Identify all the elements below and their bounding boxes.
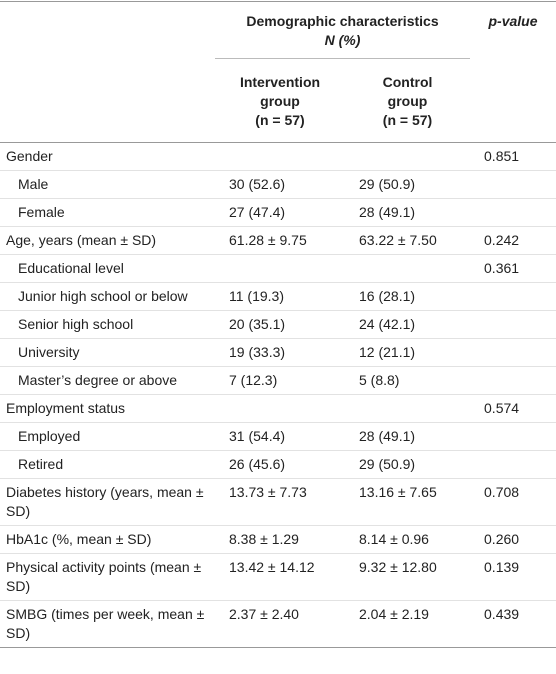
row-label: Senior high school xyxy=(0,310,215,339)
cell: 8.14 ± 0.96 xyxy=(345,525,471,554)
table-row: SMBG (times per week, mean ± SD) 2.37 ± 2… xyxy=(0,600,556,648)
p-value: 0.361 xyxy=(470,254,556,283)
p-value xyxy=(470,170,556,199)
table-row: Retired 26 (45.6) 29 (50.9) xyxy=(0,450,556,479)
row-label: Diabetes history (years, mean ± SD) xyxy=(0,478,215,526)
cell: 2.37 ± 2.40 xyxy=(215,600,345,648)
cell xyxy=(345,142,471,171)
row-label: Master’s degree or above xyxy=(0,366,215,395)
p-value: 0.851 xyxy=(470,142,556,171)
cell xyxy=(215,394,345,423)
cell: 28 (49.1) xyxy=(345,198,471,227)
table-row: Educational level 0.361 xyxy=(0,254,556,283)
cell: 13.42 ± 14.12 xyxy=(215,553,345,601)
row-label: University xyxy=(0,338,215,367)
cell: 61.28 ± 9.75 xyxy=(215,226,345,255)
p-value xyxy=(470,450,556,479)
header-text: Intervention xyxy=(239,74,321,90)
cell: 20 (35.1) xyxy=(215,310,345,339)
cell: 5 (8.8) xyxy=(345,366,471,395)
p-value xyxy=(470,310,556,339)
table-row: Employment status 0.574 xyxy=(0,394,556,423)
cell: 8.38 ± 1.29 xyxy=(215,525,345,554)
cell: 26 (45.6) xyxy=(215,450,345,479)
header-text: Demographic characteristics xyxy=(246,13,439,29)
cell: 31 (54.4) xyxy=(215,422,345,451)
table-row: Diabetes history (years, mean ± SD) 13.73… xyxy=(0,478,556,526)
p-value xyxy=(470,198,556,227)
table-row: Physical activity points (mean ± SD) 13.4… xyxy=(0,553,556,601)
table-row: Employed 31 (54.4) 28 (49.1) xyxy=(0,422,556,451)
cell xyxy=(345,254,471,283)
header-text: N (%) xyxy=(324,32,361,48)
header-text: (n = 57) xyxy=(382,112,433,128)
table-row: Male 30 (52.6) 29 (50.9) xyxy=(0,170,556,199)
cell: 29 (50.9) xyxy=(345,450,471,479)
p-value: 0.574 xyxy=(470,394,556,423)
cell: 28 (49.1) xyxy=(345,422,471,451)
cell: 16 (28.1) xyxy=(345,282,471,311)
p-value: 0.439 xyxy=(470,600,556,648)
row-label: Age, years (mean ± SD) xyxy=(0,226,215,255)
empty-header xyxy=(0,2,215,143)
table-row: University 19 (33.3) 12 (21.1) xyxy=(0,338,556,367)
cell: 11 (19.3) xyxy=(215,282,345,311)
row-label: Junior high school or below xyxy=(0,282,215,311)
row-label: Female xyxy=(0,198,215,227)
table-row: Gender 0.851 xyxy=(0,142,556,171)
row-label: Gender xyxy=(0,142,215,171)
cell: 2.04 ± 2.19 xyxy=(345,600,471,648)
header-text: Control xyxy=(382,74,433,90)
cell xyxy=(345,394,471,423)
cell: 13.73 ± 7.73 xyxy=(215,478,345,526)
cell: 30 (52.6) xyxy=(215,170,345,199)
cell: 7 (12.3) xyxy=(215,366,345,395)
row-label: Educational level xyxy=(0,254,215,283)
table-row: Master’s degree or above 7 (12.3) 5 (8.8) xyxy=(0,366,556,395)
cell: 12 (21.1) xyxy=(345,338,471,367)
table-header: Demographic characteristics N (%) p-valu… xyxy=(0,1,556,143)
table-row: Senior high school 20 (35.1) 24 (42.1) xyxy=(0,310,556,339)
row-label: HbA1c (%, mean ± SD) xyxy=(0,525,215,554)
row-label: Employment status xyxy=(0,394,215,423)
table-row: Female 27 (47.4) 28 (49.1) xyxy=(0,198,556,227)
data-table: Demographic characteristics N (%) p-valu… xyxy=(0,1,556,648)
row-label: Retired xyxy=(0,450,215,479)
row-label: Male xyxy=(0,170,215,199)
p-value: 0.242 xyxy=(470,226,556,255)
p-value xyxy=(470,366,556,395)
cell xyxy=(215,254,345,283)
p-value xyxy=(470,338,556,367)
header-text: group xyxy=(260,93,300,109)
p-value-header: p-value xyxy=(488,13,538,29)
header-text: group xyxy=(387,93,428,109)
table-row: HbA1c (%, mean ± SD) 8.38 ± 1.29 8.14 ± 0.… xyxy=(0,525,556,554)
p-value xyxy=(470,282,556,311)
p-value: 0.708 xyxy=(470,478,556,526)
cell xyxy=(215,142,345,171)
row-label: Physical activity points (mean ± SD) xyxy=(0,553,215,601)
p-value: 0.260 xyxy=(470,525,556,554)
row-label: SMBG (times per week, mean ± SD) xyxy=(0,600,215,648)
p-value: 0.139 xyxy=(470,553,556,601)
cell: 27 (47.4) xyxy=(215,198,345,227)
table-row: Age, years (mean ± SD) 61.28 ± 9.75 63.22 … xyxy=(0,226,556,255)
cell: 63.22 ± 7.50 xyxy=(345,226,471,255)
table-row: Junior high school or below 11 (19.3) 16 (… xyxy=(0,282,556,311)
row-label: Employed xyxy=(0,422,215,451)
p-value xyxy=(470,422,556,451)
column-header: Control group (n = 57) xyxy=(345,59,470,143)
cell: 29 (50.9) xyxy=(345,170,471,199)
column-header: Intervention group (n = 57) xyxy=(215,59,345,143)
header-text: (n = 57) xyxy=(255,112,305,128)
cell: 19 (33.3) xyxy=(215,338,345,367)
table-body: Gender 0.851 Male 30 (52.6) 29 (50.9) Female 2… xyxy=(0,142,556,648)
cell: 9.32 ± 12.80 xyxy=(345,553,471,601)
cell: 24 (42.1) xyxy=(345,310,471,339)
cell: 13.16 ± 7.65 xyxy=(345,478,471,526)
group-header: Demographic characteristics N (%) xyxy=(215,1,471,59)
